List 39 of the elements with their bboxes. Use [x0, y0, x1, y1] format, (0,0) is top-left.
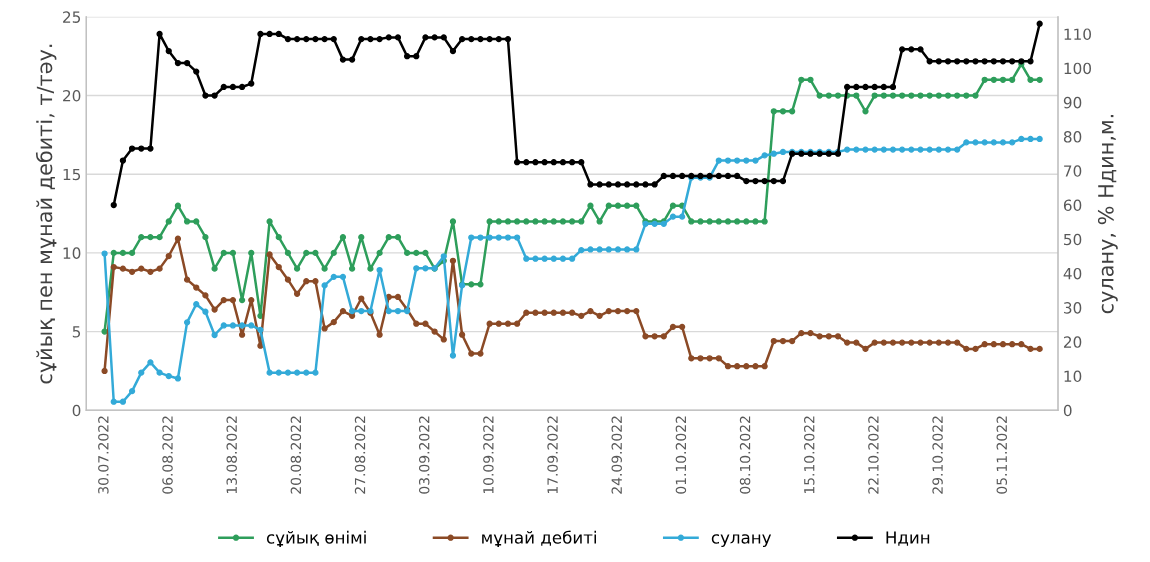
x-tick-label: 13.08.2022	[226, 416, 237, 494]
y-tick-label: 15	[63, 168, 81, 181]
y2-tick-label: 0	[1063, 404, 1072, 417]
y-tick-label: 20	[63, 90, 81, 102]
y2-tick-label: 80	[1063, 131, 1082, 143]
y2-tick-label: 110	[1064, 28, 1092, 40]
y-tick-label: 5	[72, 326, 81, 338]
y2-tick-label: 20	[1063, 336, 1082, 348]
x-tick-label: 22.10.2022	[868, 416, 879, 494]
x-tick-label: 17.09.2022	[547, 416, 558, 494]
y-tick-label: 0	[72, 404, 81, 417]
x-tick-label: 03.09.2022	[418, 416, 430, 494]
y2-tick-label: 40	[1063, 267, 1082, 280]
y2-tick-label: 100	[1064, 62, 1092, 75]
legend-label: сұйық өнімі	[266, 530, 366, 547]
legend-label: Ндин	[886, 531, 930, 546]
y2-tick-label: 70	[1064, 165, 1082, 177]
y2-tick-label: 60	[1063, 199, 1082, 212]
y2-axis-title: сулану, % Ндин,м.	[1097, 114, 1118, 314]
x-tick-label: 06.08.2022	[162, 416, 173, 494]
x-tick-label: 15.10.2022	[804, 416, 815, 494]
legend-label: сулану	[711, 534, 772, 547]
y2-tick-label: 50	[1064, 233, 1082, 246]
x-tick-label: 30.07.2022	[98, 416, 109, 494]
x-tick-label: 20.08.2022	[290, 416, 302, 494]
y-tick-label: 25	[63, 11, 81, 23]
x-tick-label: 27.08.2022	[354, 416, 366, 494]
y-tick-label: 10	[63, 247, 81, 259]
legend-label: мұнай дебиті	[482, 530, 596, 547]
x-tick-label: 01.10.2022	[675, 416, 687, 494]
y2-tick-label: 30	[1064, 302, 1082, 314]
y-axis-title: сұйық пен мұнай дебиті, т/тәу.	[35, 44, 57, 384]
y2-tick-label: 10	[1064, 370, 1082, 383]
x-tick-label: 08.10.2022	[739, 416, 751, 494]
x-tick-label: 10.09.2022	[483, 416, 494, 494]
y2-tick-label: 90	[1063, 96, 1082, 109]
x-tick-label: 05.11.2022	[996, 416, 1008, 494]
x-tick-label: 24.09.2022	[611, 416, 622, 494]
x-tick-label: 29.10.2022	[932, 416, 943, 494]
